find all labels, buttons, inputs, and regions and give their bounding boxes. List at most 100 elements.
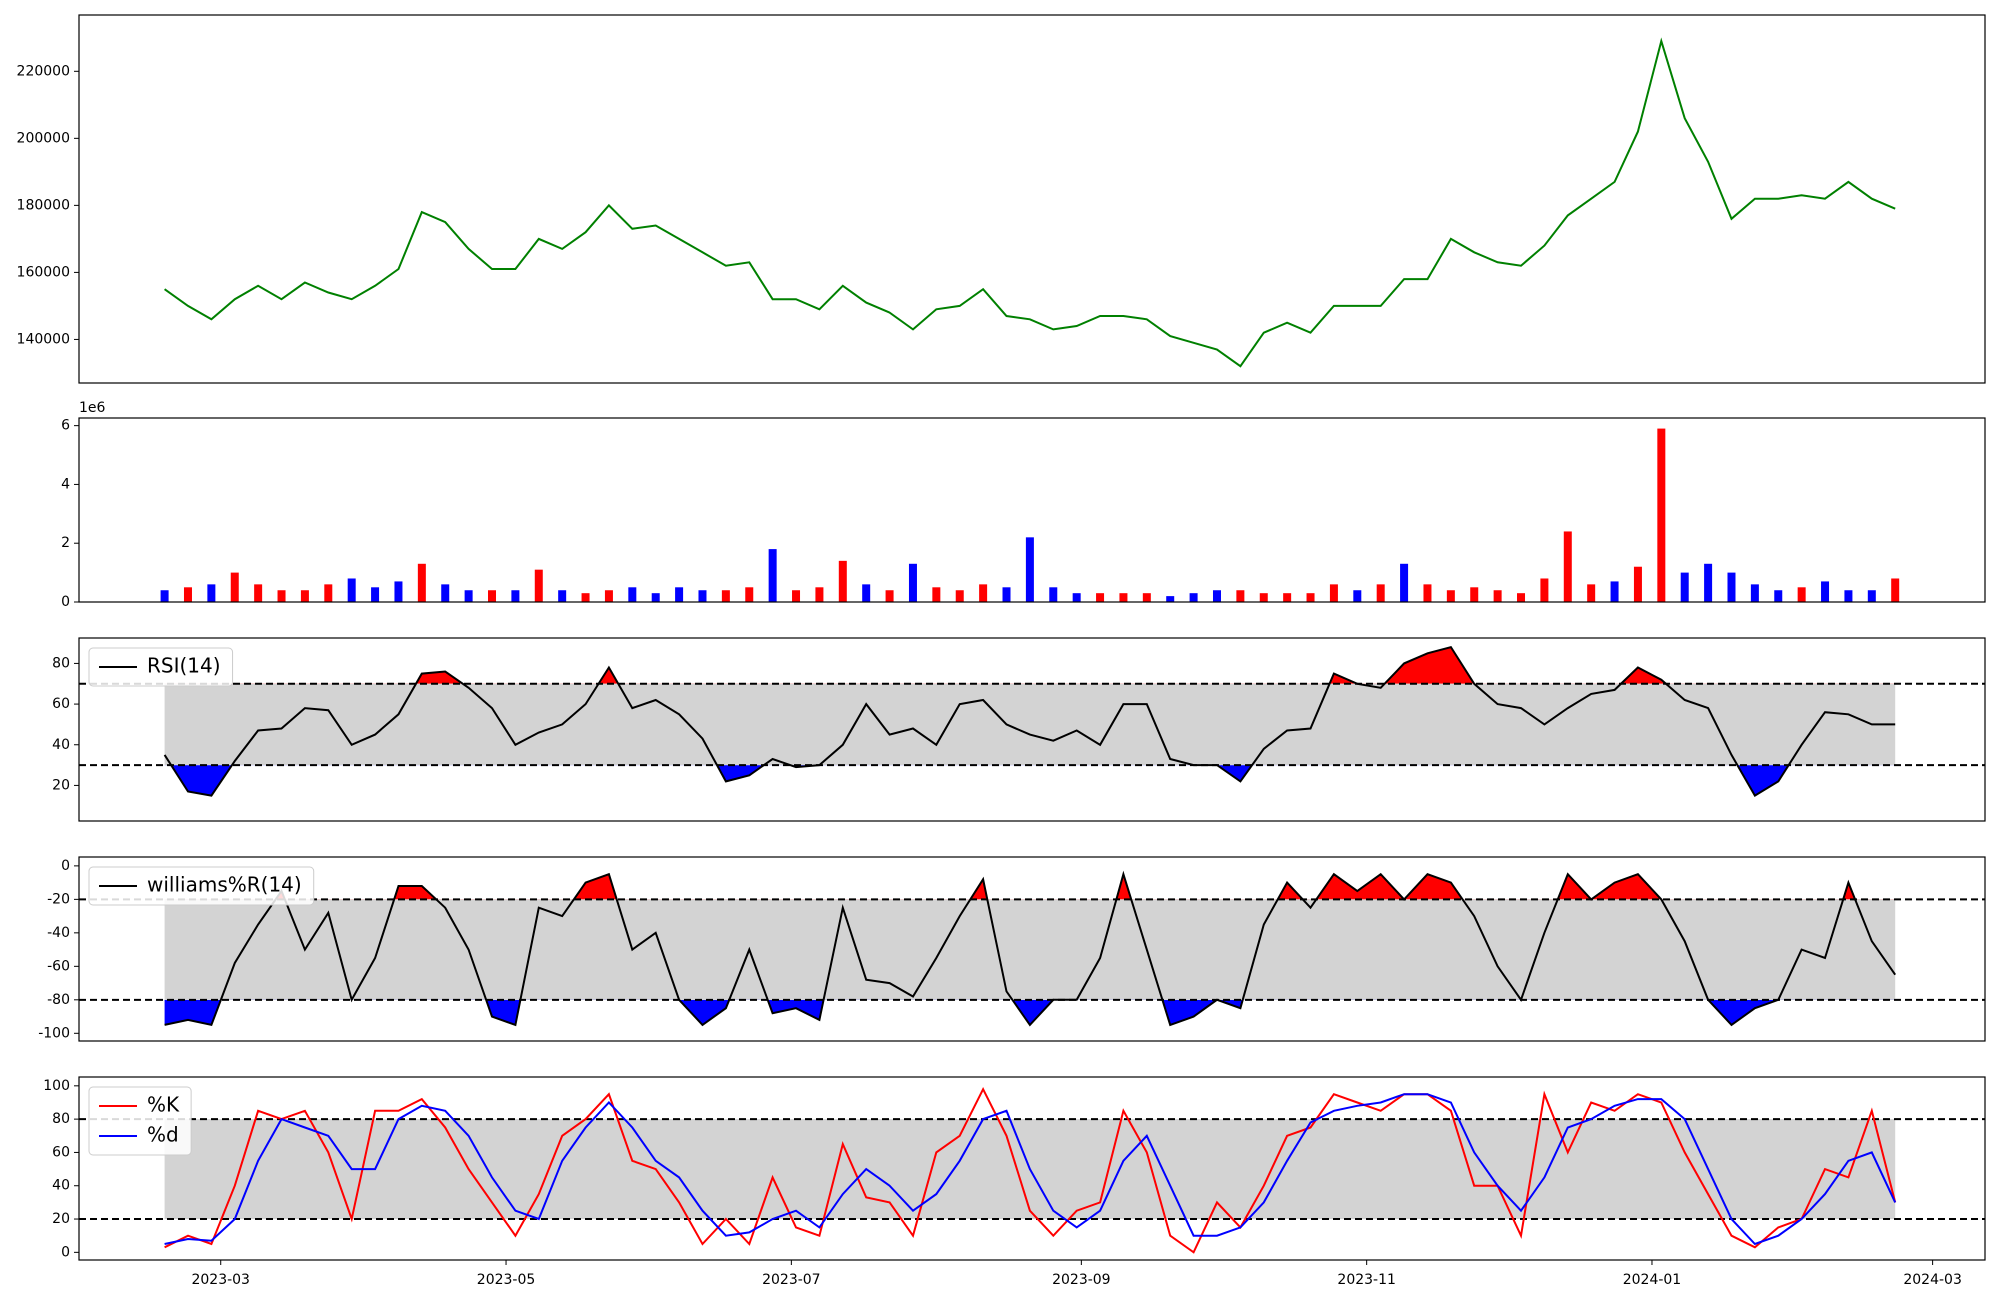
y-tick-label: 40 — [52, 737, 70, 753]
series-line — [164, 1093, 1897, 1246]
volume-bar — [300, 590, 309, 602]
y-tick-label: 20 — [52, 1211, 70, 1227]
volume-bar — [1376, 584, 1385, 602]
y-tick-label: -100 — [38, 1025, 70, 1041]
volume-bar — [277, 590, 286, 602]
series-line — [163, 645, 1896, 797]
volume-bar — [1540, 578, 1549, 602]
y-tick-label: 220000 — [17, 63, 70, 79]
volume-bar — [1212, 590, 1221, 602]
volume-bar — [1353, 590, 1362, 602]
volume-bar — [1867, 590, 1876, 602]
volume-bar — [1704, 563, 1713, 602]
volume-bar — [441, 584, 450, 602]
volume-bar — [324, 584, 333, 602]
volume-bar — [1400, 563, 1409, 602]
volume-bar — [1072, 593, 1081, 602]
x-tick-label: 2023-05 — [477, 1272, 536, 1288]
volume-bar — [1517, 593, 1526, 602]
volume-bar — [1657, 428, 1666, 602]
axes-frame — [78, 417, 1986, 603]
volume-bar — [885, 590, 894, 602]
volume-bar — [1329, 584, 1338, 602]
volume-bar — [581, 593, 590, 602]
volume-bar — [698, 590, 707, 602]
above-fill — [164, 647, 1896, 684]
plot-area — [79, 1086, 1985, 1254]
axes-frame — [78, 14, 1986, 384]
y-tick-label: 80 — [52, 1111, 70, 1127]
plot-area — [160, 428, 1900, 602]
y-tick-label: -80 — [47, 992, 70, 1008]
volume-bar — [160, 590, 169, 602]
volume-bar — [1189, 593, 1198, 602]
plot-area — [79, 870, 1985, 1027]
volume-bar — [721, 590, 730, 602]
legend-label: %d — [147, 1123, 179, 1147]
y-tick-label: 0 — [61, 858, 70, 874]
volume-bar — [932, 587, 941, 602]
volume-bar — [1797, 587, 1806, 602]
volume-bar — [955, 590, 964, 602]
volume-bar — [862, 584, 871, 602]
volume-bar — [1423, 584, 1432, 602]
volume-bar — [1727, 572, 1736, 602]
y-tick-label: -60 — [47, 958, 70, 974]
series-line — [164, 1086, 1897, 1254]
y-tick-label: 80 — [52, 655, 70, 671]
y-tick-label: -40 — [47, 925, 70, 941]
x-tick-label: 2024-01 — [1623, 1272, 1682, 1288]
legend-label: RSI(14) — [147, 654, 221, 678]
volume-bar — [1446, 590, 1455, 602]
volume-bar — [1891, 578, 1900, 602]
above-fill — [275, 874, 1856, 900]
y-tick-label: 180000 — [17, 197, 70, 213]
volume-bar — [558, 590, 567, 602]
x-tick-label: 2023-03 — [191, 1272, 250, 1288]
plot-area — [79, 645, 1985, 797]
volume-bar — [464, 590, 473, 602]
x-tick-label: 2023-07 — [762, 1272, 821, 1288]
legend: %K %d — [88, 1086, 192, 1156]
volume-bar — [488, 590, 497, 602]
volume-bar — [604, 590, 613, 602]
volume-bar — [908, 563, 917, 602]
volume-bar — [815, 587, 824, 602]
legend: RSI(14) — [88, 647, 234, 687]
y-tick-label: 2 — [61, 535, 70, 551]
volume-bar — [675, 587, 684, 602]
offset-label: 1e6 — [79, 400, 106, 416]
axes-frame — [78, 856, 1986, 1042]
legend-box — [88, 866, 315, 906]
volume-bar — [183, 587, 192, 602]
below-fill — [164, 999, 1896, 1025]
volume-bar — [1236, 590, 1245, 602]
volume-bar — [1259, 593, 1268, 602]
volume-bar — [230, 572, 239, 602]
legend-box — [88, 647, 234, 687]
volume-bar — [792, 590, 801, 602]
threshold-band — [164, 683, 1896, 766]
x-tick-label: 2023-09 — [1052, 1272, 1111, 1288]
y-tick-label: 20 — [52, 777, 70, 793]
volume-bar — [1025, 537, 1034, 602]
volume-bar — [1750, 584, 1759, 602]
legend-label: williams%R(14) — [147, 873, 302, 897]
volume-bar — [371, 587, 380, 602]
volume-bar — [394, 581, 403, 602]
volume-bar — [979, 584, 988, 602]
y-tick-label: 200000 — [17, 130, 70, 146]
axes-frame — [78, 1076, 1986, 1261]
x-tick-label: 2023-11 — [1337, 1272, 1396, 1288]
volume-bar — [1049, 587, 1058, 602]
volume-bar — [417, 563, 426, 602]
threshold-band — [164, 899, 1896, 1000]
plot-area — [164, 37, 1896, 368]
volume-bar — [768, 549, 777, 602]
y-tick-label: 160000 — [17, 264, 70, 280]
y-tick-label: -20 — [47, 891, 70, 907]
series-line — [164, 870, 1897, 1027]
y-tick-label: 100 — [43, 1078, 70, 1094]
